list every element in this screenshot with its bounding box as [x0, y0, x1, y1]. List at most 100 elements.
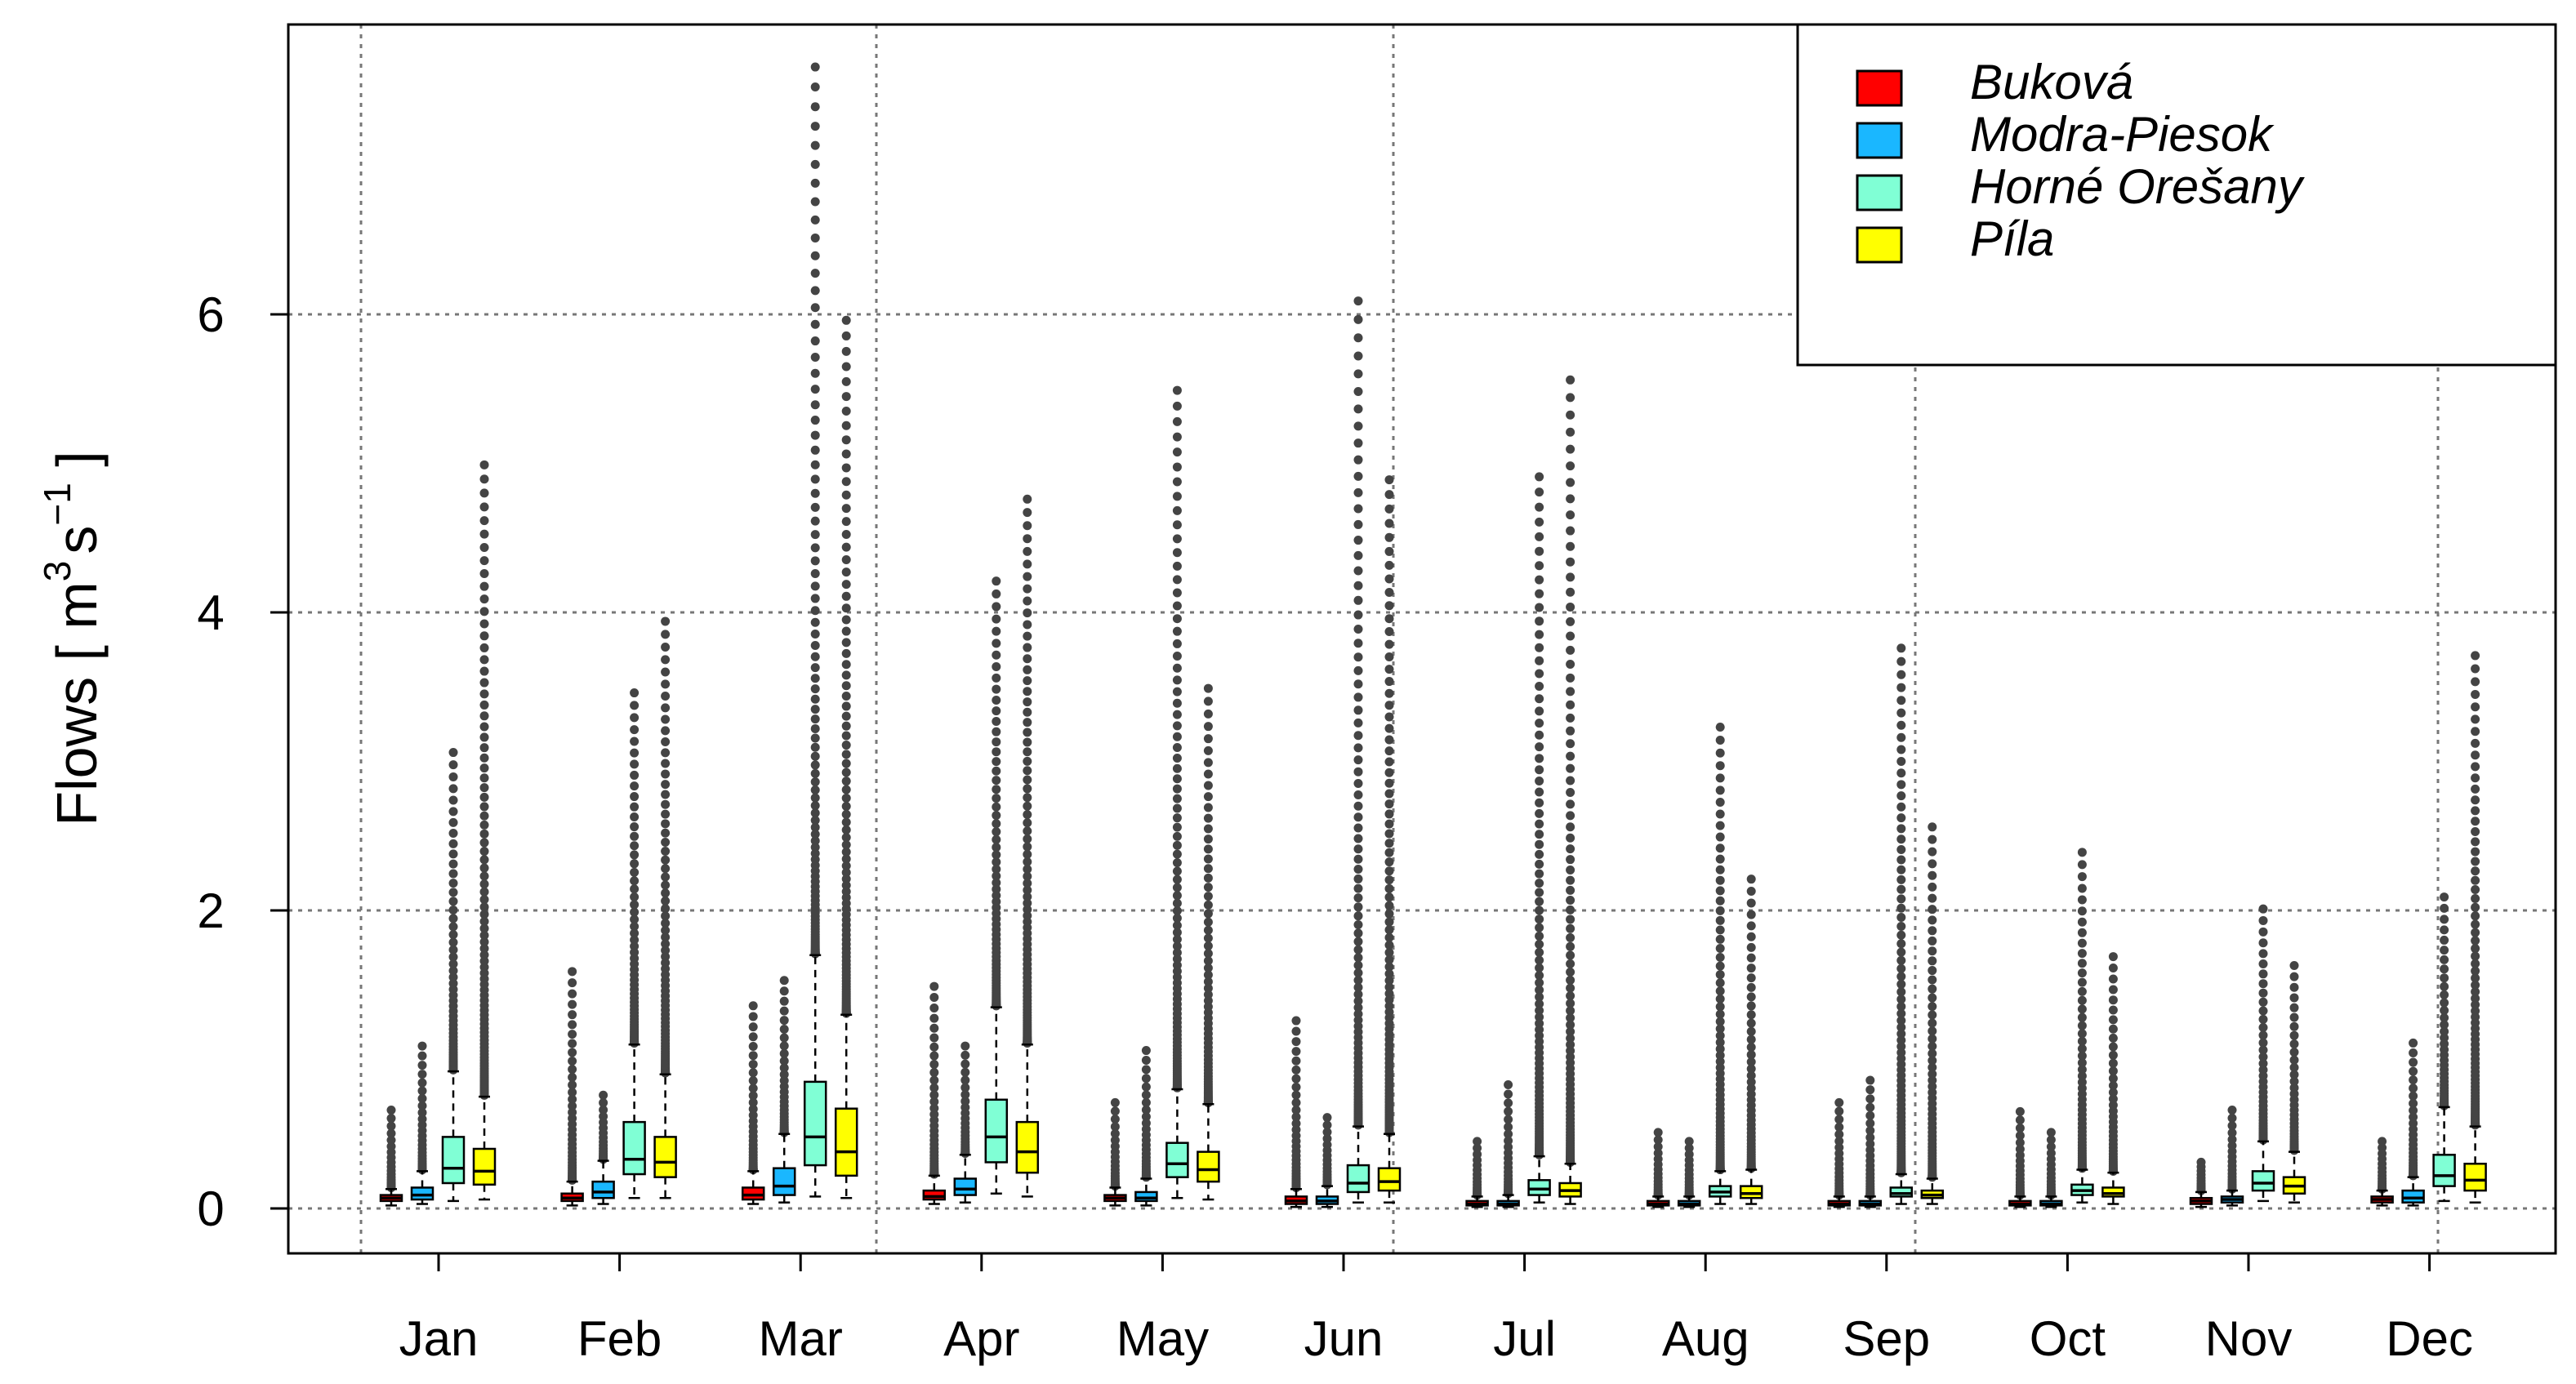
outlier-point	[1291, 1082, 1301, 1092]
outlier-point	[1928, 1026, 1937, 1036]
box-jul-2	[1496, 1080, 1520, 1208]
outlier-point	[841, 517, 851, 527]
outlier-point	[810, 269, 820, 278]
outlier-point	[992, 864, 1001, 874]
box-aug-2	[1677, 1137, 1701, 1208]
outlier-point	[1746, 1084, 1756, 1093]
outlier-point	[810, 617, 820, 627]
outlier-point	[1384, 829, 1394, 839]
outlier-point	[2440, 981, 2449, 991]
outlier-point	[1353, 351, 1363, 361]
outlier-point	[1865, 1139, 1875, 1149]
outlier-point	[1535, 992, 1544, 1002]
outlier-point	[1172, 948, 1182, 958]
outlier-point	[1896, 995, 1906, 1004]
outlier-point	[1715, 1051, 1725, 1061]
outlier-point	[1023, 756, 1032, 766]
outlier-point	[661, 703, 671, 713]
outlier-point	[630, 859, 640, 869]
outlier-point	[417, 1108, 427, 1118]
outlier-point	[841, 721, 851, 731]
outlier-point	[992, 827, 1001, 837]
outlier-point	[960, 1059, 970, 1069]
outlier-point	[779, 1033, 789, 1043]
outlier-point	[1896, 1016, 1906, 1026]
y-tick-label: 0	[197, 1182, 224, 1236]
outlier-point	[1172, 941, 1182, 951]
outlier-point	[841, 670, 851, 680]
box-dec-1	[2370, 1137, 2394, 1207]
outlier-point	[1896, 756, 1906, 766]
outlier-point	[1928, 946, 1937, 956]
outlier-point	[1928, 882, 1937, 892]
outlier-point	[810, 808, 820, 818]
outlier-point	[2077, 977, 2087, 987]
outlier-point	[1566, 896, 1575, 906]
outlier-point	[841, 711, 851, 721]
outlier-point	[1896, 972, 1906, 981]
outlier-point	[1566, 1006, 1575, 1016]
outlier-point	[2258, 1038, 2268, 1048]
outlier-point	[417, 1114, 427, 1124]
outlier-point	[992, 850, 1001, 860]
outlier-point	[1203, 933, 1213, 943]
outlier-point	[1928, 1048, 1937, 1058]
outlier-point	[1172, 906, 1182, 915]
outlier-point	[2440, 990, 2449, 999]
outlier-point	[1384, 932, 1394, 942]
outlier-point	[1353, 369, 1363, 379]
outlier-point	[1172, 883, 1182, 892]
outlier-point	[1384, 688, 1394, 698]
outlier-point	[1023, 687, 1032, 696]
box-jan-2	[410, 1041, 435, 1205]
outlier-point	[841, 346, 851, 356]
outlier-point	[1023, 810, 1032, 820]
box-body	[2101, 1186, 2125, 1198]
outlier-point	[841, 741, 851, 750]
outlier-point	[1172, 687, 1182, 696]
box-body	[591, 1180, 615, 1199]
outlier-point	[1746, 874, 1756, 884]
y-axis-label-middle: s	[45, 526, 109, 554]
outlier-point	[2258, 1006, 2268, 1016]
outlier-point	[630, 922, 640, 932]
outlier-point	[1353, 692, 1363, 702]
outlier-point	[1353, 834, 1363, 843]
outlier-point	[1322, 1134, 1332, 1144]
outlier-point	[1023, 910, 1032, 920]
box-apr-1	[922, 981, 947, 1205]
outlier-point	[417, 1070, 427, 1079]
outlier-point	[2289, 1048, 2299, 1057]
outlier-point	[2258, 1014, 2268, 1024]
outlier-point	[1023, 559, 1032, 569]
outlier-point	[1746, 1026, 1756, 1036]
outlier-point	[386, 1121, 396, 1131]
outlier-point	[1473, 1137, 1482, 1146]
outlier-point	[2471, 651, 2480, 661]
outlier-point	[1384, 892, 1394, 902]
outlier-point	[1023, 826, 1032, 836]
outlier-point	[992, 706, 1001, 716]
outlier-point	[630, 759, 640, 769]
outlier-point	[1566, 855, 1575, 865]
outlier-point	[1746, 953, 1756, 963]
outlier-point	[630, 688, 640, 698]
outlier-point	[599, 1111, 608, 1121]
outlier-point	[992, 802, 1001, 812]
outlier-point	[748, 1032, 758, 1042]
outlier-point	[1928, 859, 1937, 869]
outlier-point	[568, 1010, 577, 1020]
outlier-point	[1473, 1143, 1482, 1153]
outlier-point	[2258, 1052, 2268, 1061]
outlier-point	[1684, 1137, 1694, 1146]
outlier-point	[1504, 1142, 1513, 1152]
outlier-point	[779, 1070, 789, 1079]
outlier-point	[1535, 694, 1544, 704]
outlier-point	[1566, 461, 1575, 471]
outlier-point	[2077, 1036, 2087, 1046]
outlier-point	[630, 850, 640, 860]
outlier-point	[810, 336, 820, 346]
outlier-point	[1746, 992, 1756, 1002]
outlier-point	[1203, 683, 1213, 693]
outlier-point	[2077, 959, 2087, 968]
